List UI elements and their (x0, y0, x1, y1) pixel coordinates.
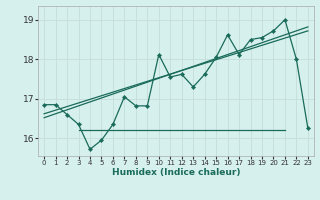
X-axis label: Humidex (Indice chaleur): Humidex (Indice chaleur) (112, 168, 240, 177)
